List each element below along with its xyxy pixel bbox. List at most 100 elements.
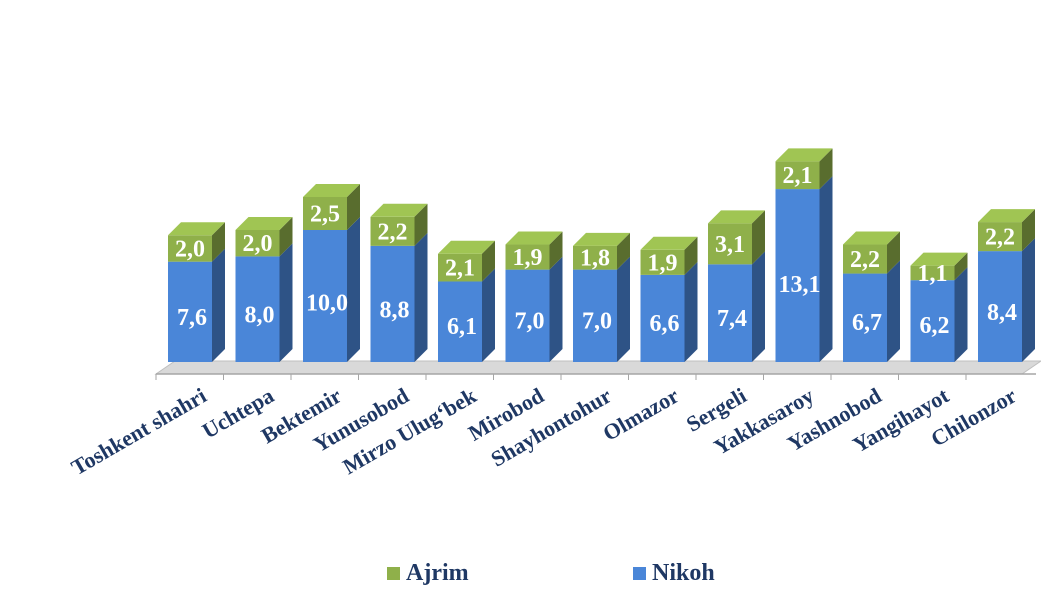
bar-ajrim-shayhontohur	[573, 245, 617, 270]
bar-ajrim-mirobod	[505, 244, 550, 270]
bar-ajrim-mirobod-side	[549, 231, 563, 270]
label-ajrim-yakkasaroy: 2,1	[783, 163, 813, 189]
bar-nikoh-yunusobod-side	[414, 232, 428, 362]
bar-nikoh-mirzo-ulug-bek	[438, 281, 482, 362]
bar-ajrim-toshkent-shahri-top	[168, 222, 225, 236]
bar-ajrim-yangihayot-side	[954, 252, 968, 281]
label-ajrim-mirzo-ulug-bek: 2,1	[445, 256, 475, 282]
bar-nikoh-yashnobod	[843, 273, 887, 362]
bar-nikoh-yakkasaroy-side	[819, 176, 833, 362]
bar-ajrim-chilonzor-top	[978, 209, 1035, 223]
bar-ajrim-chilonzor	[978, 222, 1022, 252]
bar-ajrim-yunusobod-side	[414, 203, 428, 246]
bar-nikoh-uchtepa	[235, 256, 280, 362]
bar-ajrim-sergeli	[708, 223, 752, 265]
bar-ajrim-yashnobod-top	[843, 231, 900, 245]
bar-ajrim-bektemir-top	[303, 184, 360, 197]
bar-nikoh-toshkent-shahri	[168, 261, 212, 362]
bar-nikoh-yangihayot-side	[954, 267, 968, 362]
label-nikoh-yunusobod: 8,8	[380, 298, 410, 324]
bar-ajrim-toshkent-shahri-side	[212, 222, 225, 262]
label-nikoh-mirzo-ulug-bek: 6,1	[447, 314, 477, 340]
label-ajrim-uchtepa: 2,0	[243, 231, 273, 257]
bar-ajrim-sergeli-side	[752, 210, 765, 265]
bar-ajrim-yakkasaroy-side	[819, 148, 833, 190]
bar-ajrim-yangihayot	[910, 265, 955, 281]
label-nikoh-toshkent-shahri: 7,6	[177, 305, 207, 331]
bar-ajrim-mirzo-ulug-bek	[438, 253, 482, 282]
bar-nikoh-sergeli-side	[752, 251, 765, 362]
bar-ajrim-shayhontohur-side	[617, 232, 630, 270]
label-nikoh-yakkasaroy: 13,1	[779, 272, 821, 298]
bar-ajrim-olmazor-top	[640, 236, 698, 250]
bar-nikoh-shayhontohur	[573, 269, 617, 362]
label-ajrim-yangihayot: 1,1	[918, 261, 948, 287]
bar-ajrim-yashnobod-side	[887, 231, 900, 274]
category-label-toshkent-shahri: Toshkent shahri	[67, 383, 211, 480]
legend-swatch-ajrim	[387, 567, 400, 580]
bar-ajrim-yakkasaroy-top	[775, 148, 833, 162]
label-nikoh-yangihayot: 6,2	[920, 313, 950, 339]
label-nikoh-mirobod: 7,0	[515, 308, 545, 334]
bar-nikoh-olmazor	[640, 274, 685, 362]
label-ajrim-yunusobod: 2,2	[378, 219, 408, 245]
bar-ajrim-yakkasaroy	[775, 161, 820, 190]
bar-nikoh-olmazor-side	[684, 261, 698, 362]
bar-nikoh-mirobod-side	[549, 256, 563, 362]
bar-ajrim-shayhontohur-top	[573, 232, 630, 246]
bar-nikoh-yakkasaroy	[775, 189, 820, 362]
bar-ajrim-yashnobod	[843, 244, 887, 274]
bar-nikoh-shayhontohur-side	[617, 256, 630, 362]
legend-label-ajrim: Ajrim	[406, 560, 469, 586]
bar-nikoh-mirzo-ulug-bek-side	[482, 268, 495, 362]
bar-ajrim-mirobod-top	[505, 231, 563, 245]
label-ajrim-chilonzor: 2,2	[985, 225, 1015, 251]
bar-ajrim-sergeli-top	[708, 210, 765, 224]
legend-swatch-nikoh	[633, 567, 646, 580]
bar-nikoh-bektemir-side	[347, 217, 360, 362]
legend-item-nikoh: Nikoh	[633, 560, 715, 587]
bar-ajrim-yunusobod	[370, 216, 415, 246]
label-nikoh-shayhontohur: 7,0	[582, 308, 612, 334]
label-nikoh-sergeli: 7,4	[717, 306, 747, 332]
bar-ajrim-chilonzor-side	[1022, 209, 1035, 252]
label-nikoh-olmazor: 6,6	[650, 311, 680, 337]
legend-label-nikoh: Nikoh	[652, 560, 715, 586]
bar-ajrim-yangihayot-top	[910, 252, 968, 266]
label-ajrim-toshkent-shahri: 2,0	[175, 236, 205, 262]
bar-ajrim-yunusobod-top	[370, 203, 428, 217]
bar-nikoh-toshkent-shahri-side	[212, 248, 225, 362]
bar-nikoh-chilonzor-side	[1022, 238, 1035, 362]
label-ajrim-mirobod: 1,9	[513, 245, 543, 271]
bar-ajrim-uchtepa	[235, 230, 280, 257]
bar-ajrim-mirzo-ulug-bek-top	[438, 240, 495, 254]
bar-nikoh-mirobod	[505, 269, 550, 362]
label-nikoh-yashnobod: 6,7	[852, 310, 882, 336]
bar-nikoh-yangihayot	[910, 280, 955, 362]
label-nikoh-uchtepa: 8,0	[245, 302, 275, 328]
bar-nikoh-yashnobod-side	[887, 260, 900, 362]
label-ajrim-bektemir: 2,5	[310, 202, 340, 228]
legend-item-ajrim: Ajrim	[387, 560, 469, 587]
label-nikoh-bektemir: 10,0	[306, 291, 348, 317]
label-ajrim-sergeli: 3,1	[715, 232, 745, 258]
category-label-olmazor: Olmazor	[599, 383, 684, 446]
bar-nikoh-chilonzor	[978, 251, 1022, 362]
bar-ajrim-bektemir-side	[347, 184, 360, 230]
bar-ajrim-olmazor	[640, 249, 685, 275]
bar-nikoh-uchtepa-side	[279, 243, 293, 362]
chart-legend: Ajrim Nikoh	[0, 560, 1041, 590]
bar-nikoh-yunusobod	[370, 245, 415, 362]
label-nikoh-chilonzor: 8,4	[987, 300, 1017, 326]
bar-ajrim-bektemir	[303, 197, 347, 230]
bar-ajrim-uchtepa-top	[235, 217, 293, 230]
bar-nikoh-bektemir	[303, 230, 347, 362]
chart-floor	[154, 360, 1041, 375]
label-ajrim-olmazor: 1,9	[648, 250, 678, 276]
bar-ajrim-uchtepa-side	[279, 217, 293, 257]
bar-ajrim-toshkent-shahri	[168, 235, 212, 262]
label-ajrim-shayhontohur: 1,8	[580, 246, 610, 272]
bar-ajrim-mirzo-ulug-bek-side	[482, 240, 495, 282]
bar-nikoh-sergeli	[708, 264, 752, 362]
